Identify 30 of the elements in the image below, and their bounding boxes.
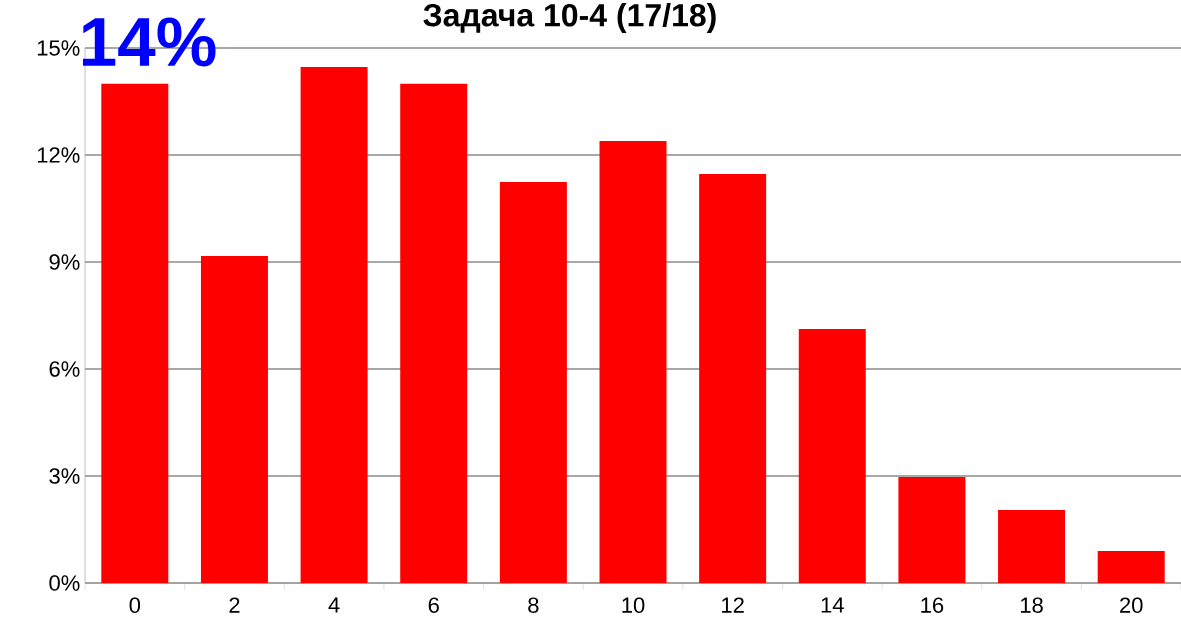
bar: [400, 83, 468, 583]
bar: [200, 255, 268, 583]
bar: [499, 182, 567, 583]
x-tick-label: 2: [229, 597, 240, 613]
bar: [699, 173, 767, 583]
y-tick-label: 15%: [37, 40, 80, 56]
x-tick-label: 4: [328, 597, 340, 613]
annotation: 14%: [82, 17, 216, 67]
x-tick-label: 20: [1120, 597, 1143, 613]
y-tick-label: 9%: [49, 254, 80, 270]
x-tick-label: 10: [622, 597, 645, 613]
chart-title: Задача 10-4 (17/18): [423, 3, 716, 33]
x-tick-label: 6: [428, 597, 439, 613]
bar: [101, 83, 169, 583]
x-tick-label: 14: [821, 597, 844, 613]
x-tick-label: 0: [129, 597, 141, 613]
y-tick-label: 0%: [49, 575, 80, 591]
bar: [1097, 550, 1165, 583]
bar: [798, 329, 866, 583]
y-tick-label: 12%: [37, 147, 80, 163]
bar: [998, 509, 1066, 583]
y-tick-label: 6%: [49, 361, 80, 377]
bar: [599, 141, 667, 583]
x-tick-label: 12: [722, 597, 744, 613]
x-tick-label: 18: [1021, 597, 1043, 613]
bar: [300, 66, 368, 583]
y-tick-label: 3%: [49, 468, 80, 484]
x-tick-label: 16: [921, 597, 944, 613]
x-tick-label: 8: [528, 597, 539, 613]
bar: [898, 477, 966, 583]
